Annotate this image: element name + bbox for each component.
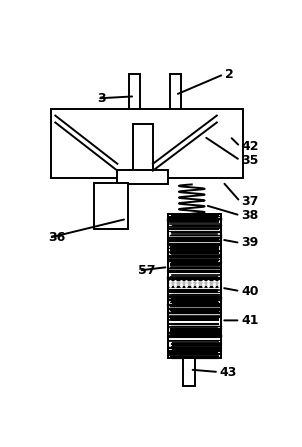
Text: 38: 38 xyxy=(241,209,259,222)
Bar xyxy=(168,214,221,358)
Bar xyxy=(168,280,221,287)
Bar xyxy=(129,74,140,119)
Text: 41: 41 xyxy=(241,314,259,327)
Text: 37: 37 xyxy=(241,195,259,208)
Bar xyxy=(168,214,221,358)
Bar xyxy=(94,183,128,229)
Bar xyxy=(117,170,168,185)
Text: 40: 40 xyxy=(241,285,259,298)
Bar xyxy=(51,109,243,177)
Bar xyxy=(133,124,153,174)
Text: 57: 57 xyxy=(138,264,156,277)
Bar xyxy=(183,358,195,386)
Text: 35: 35 xyxy=(241,154,259,167)
Text: 39: 39 xyxy=(241,236,259,249)
Text: 43: 43 xyxy=(219,366,236,379)
Text: 42: 42 xyxy=(241,140,259,153)
Text: 2: 2 xyxy=(225,68,234,81)
Bar xyxy=(170,74,181,119)
Text: 36: 36 xyxy=(48,231,66,244)
Text: 3: 3 xyxy=(98,92,106,105)
